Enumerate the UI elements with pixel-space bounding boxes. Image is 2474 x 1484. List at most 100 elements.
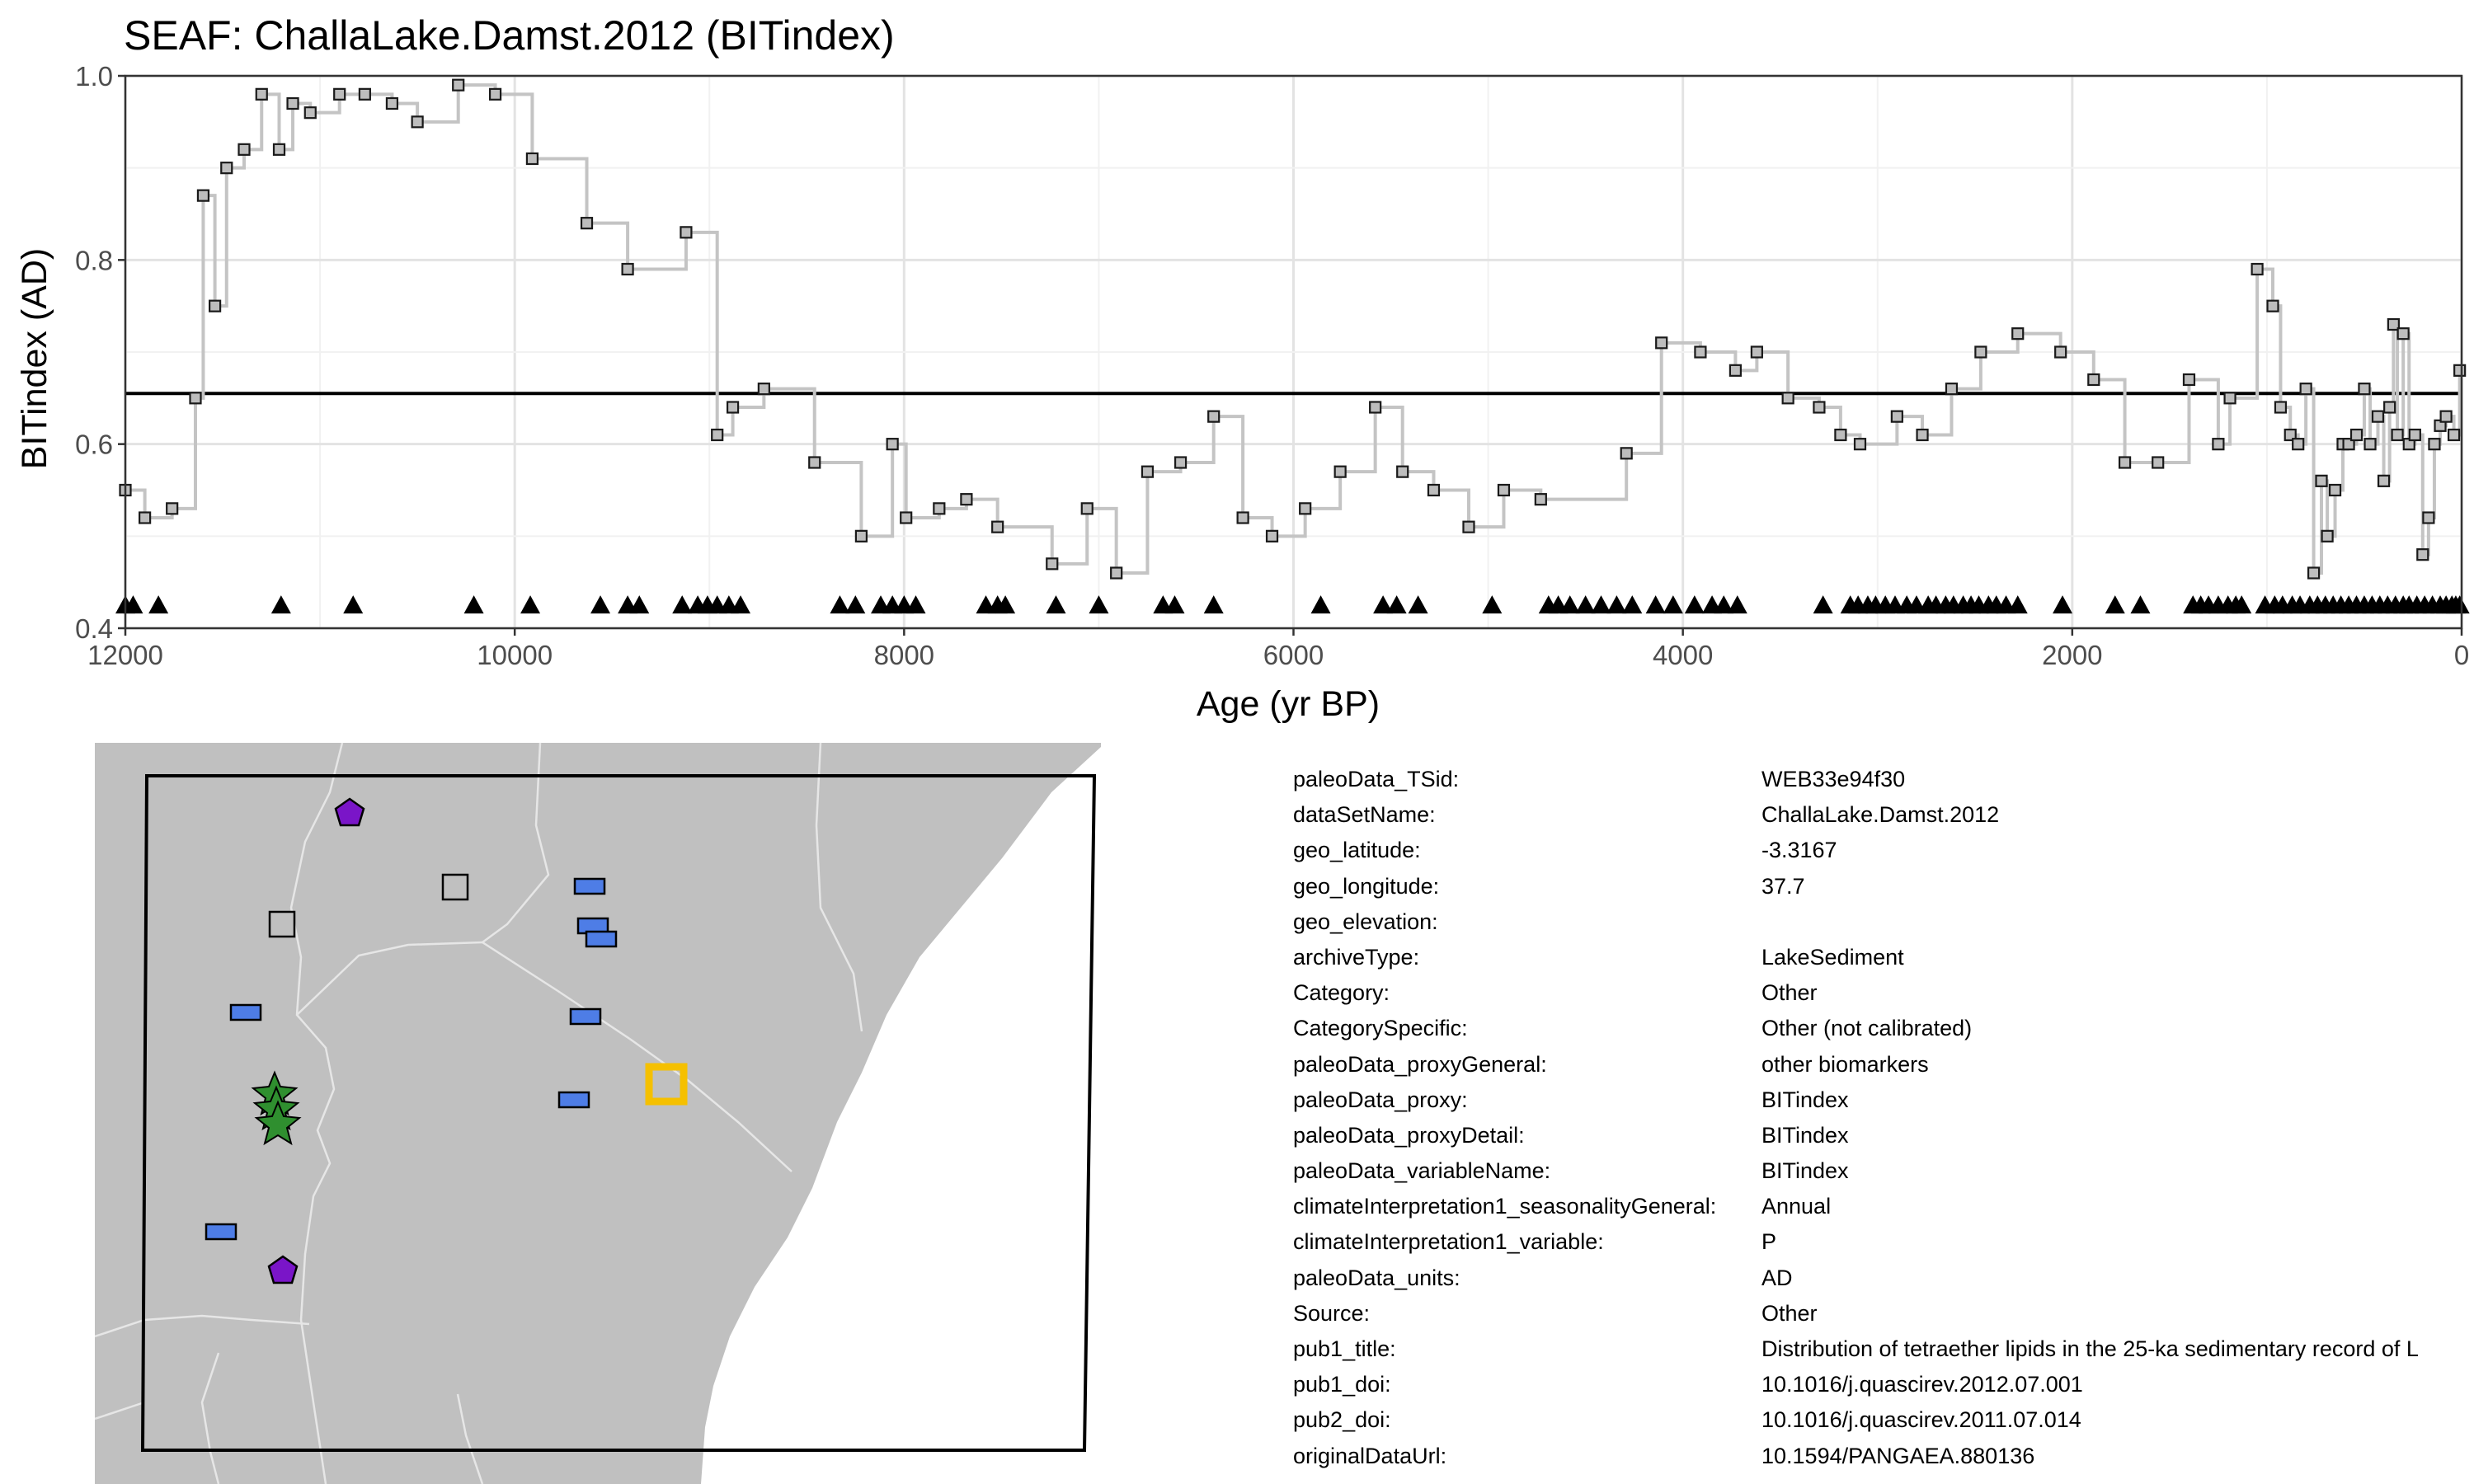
site-marker-rectangle: [557, 1091, 590, 1109]
x-tick-label: 2000: [2042, 640, 2102, 670]
age-marker-triangle: [1482, 595, 1503, 614]
data-point: [2274, 401, 2288, 414]
metadata-row: CategorySpecific: Other (not calibrated): [1293, 1011, 2474, 1046]
age-marker-triangle: [148, 595, 169, 614]
data-point: [621, 262, 634, 276]
bitindex-chart: 12000 10000 8000 6000 4000 2000 00.40.60.81.0 …: [15, 61, 2470, 724]
site-marker-square: [268, 910, 296, 938]
data-point: [1945, 383, 1959, 396]
data-point: [2266, 299, 2279, 312]
data-point: [2054, 345, 2067, 359]
data-point: [208, 299, 222, 312]
data-point: [1333, 465, 1347, 478]
data-point: [166, 502, 179, 515]
data-point: [1497, 483, 1511, 497]
metadata-key: geo_longitude:: [1293, 873, 1440, 899]
metadata-row: paleoData_proxyGeneral: other biomarkers: [1293, 1047, 2474, 1082]
metadata-row: paleoData_proxyDetail: BITindex: [1293, 1118, 2474, 1153]
country-borders: [95, 743, 863, 1484]
metadata-row: geo_elevation:: [1293, 904, 2474, 940]
data-point: [303, 106, 317, 120]
metadata-table: paleoData_TSid: WEB33e94f30 dataSetName: Ch…: [1293, 762, 2474, 1474]
metadata-key: geo_latitude:: [1293, 838, 1421, 863]
x-tick-label: 8000: [874, 640, 934, 670]
chart-title: SEAF: ChallaLake.Damst.2012 (BITindex): [124, 12, 895, 59]
data-point: [2396, 327, 2410, 340]
metadata-row: paleoData_TSid: WEB33e94f30: [1293, 762, 2474, 797]
data-point: [960, 493, 973, 506]
age-marker-triangle: [270, 595, 291, 614]
metadata-key: archiveType:: [1293, 944, 1420, 970]
age-marker-triangle: [463, 595, 484, 614]
data-point: [2307, 566, 2321, 580]
age-marker-triangle: [1663, 595, 1683, 614]
data-point: [333, 87, 346, 101]
metadata-value: ChallaLake.Damst.2012: [1761, 802, 2000, 828]
data-point: [358, 87, 371, 101]
metadata-key: paleoData_variableName:: [1293, 1158, 1551, 1184]
age-marker-triangle: [1714, 595, 1734, 614]
data-point: [1729, 364, 1743, 377]
age-marker-triangle: [1575, 595, 1596, 614]
data-point: [1396, 465, 1409, 478]
data-point: [2439, 410, 2453, 423]
y-tick-label: 0.8: [75, 245, 113, 275]
metadata-value: Other: [1761, 1300, 1818, 1326]
site-marker-rectangle: [205, 1223, 238, 1241]
axes: 12000 10000 8000 6000 4000 2000 0 0.4 0.6 0.8 1.0: [75, 61, 2469, 670]
data-point: [238, 143, 251, 156]
age-marker-triangle: [1727, 595, 1747, 614]
age-marker-triangle: [1203, 595, 1224, 614]
data-point: [2358, 383, 2371, 396]
age-marker-triangle: [520, 595, 541, 614]
metadata-key: pub1_title:: [1293, 1336, 1396, 1361]
data-point: [2371, 410, 2385, 423]
metadata-row: paleoData_proxy: BITindex: [1293, 1082, 2474, 1118]
data-point: [1046, 557, 1059, 571]
data-point: [525, 152, 539, 166]
data-point: [2363, 438, 2377, 451]
metadata-value: Annual: [1761, 1194, 1832, 1219]
site-map: [95, 743, 1101, 1484]
data-point: [1834, 428, 1847, 442]
data-point: [580, 217, 594, 230]
age-marker-triangle: [2130, 595, 2151, 614]
y-tick-label: 1.0: [75, 61, 113, 92]
data-point: [2182, 373, 2196, 387]
metadata-value: AD: [1761, 1265, 1793, 1290]
metadata-value: P: [1761, 1229, 1777, 1255]
metadata-row: dataSetName: ChallaLake.Damst.2012: [1293, 797, 2474, 833]
grid-lines: [124, 74, 2463, 630]
metadata-key: paleoData_proxyGeneral:: [1293, 1051, 1547, 1077]
data-point: [2453, 364, 2467, 377]
data-point: [452, 78, 465, 92]
metadata-value: WEB33e94f30: [1761, 767, 1906, 791]
metadata-key: paleoData_TSid:: [1293, 767, 1460, 791]
x-tick-label: 12000: [87, 640, 163, 670]
data-point: [272, 143, 286, 156]
metadata-key: paleoData_proxy:: [1293, 1087, 1468, 1112]
data-point: [2377, 474, 2391, 487]
data-point: [385, 96, 399, 110]
site-marker-rectangle: [585, 930, 618, 948]
data-point: [1916, 428, 1929, 442]
data-point: [2321, 529, 2334, 542]
data-point: [1750, 345, 1763, 359]
data-point: [2422, 511, 2435, 524]
data-point: [1853, 438, 1867, 451]
metadata-row: archiveType: LakeSediment: [1293, 940, 2474, 975]
age-marker-triangle: [2105, 595, 2125, 614]
data-point: [1694, 345, 1707, 359]
metadata-value: Other (not calibrated): [1761, 1016, 1973, 1041]
age-marker-triangle: [1813, 595, 1833, 614]
age-marker-triangle: [2053, 595, 2073, 614]
data-point: [2292, 438, 2305, 451]
metadata-value: LakeSediment: [1761, 944, 1904, 970]
data-point: [2223, 392, 2236, 405]
age-marker-triangle: [830, 595, 850, 614]
metadata-row: paleoData_units: AD: [1293, 1261, 2474, 1296]
metadata-row: pub2_doi: 10.1016/j.quascirev.2011.07.014: [1293, 1402, 2474, 1438]
metadata-key: dataSetName:: [1293, 802, 1436, 828]
y-axis-label: BITindex (AD): [15, 248, 54, 469]
data-point: [2152, 456, 2165, 469]
